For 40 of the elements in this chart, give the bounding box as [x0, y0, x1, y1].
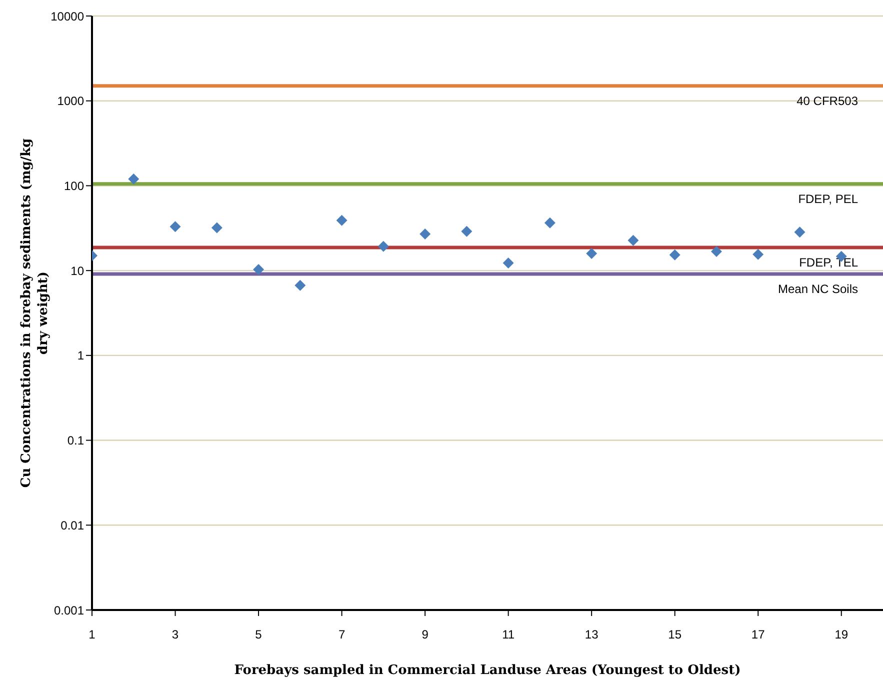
point: [628, 234, 639, 246]
x-tick-label: 19: [834, 628, 848, 642]
x-tick-label: 5: [255, 628, 262, 642]
x-tick-label: 13: [584, 628, 599, 642]
point: [128, 173, 140, 184]
point: [170, 221, 181, 232]
x-tick-label: 1: [88, 628, 96, 642]
x-tick-label: 9: [422, 628, 429, 642]
ref-line-label: FDEP, PEL: [798, 192, 858, 206]
point: [752, 248, 764, 260]
point: [586, 248, 598, 259]
point: [669, 249, 680, 260]
x-tick-label: 3: [172, 628, 179, 642]
y-tick-label: 1000: [57, 94, 84, 108]
x-axis-title: Forebays sampled in Commercial Landuse Areas (Youngest to Oldest): [234, 663, 741, 678]
point: [502, 257, 514, 268]
y-axis-title: Cu Concentrations in forebay sediments (mg/kg dry weight): [19, 138, 51, 488]
point: [294, 280, 306, 291]
y-tick-label: 0.1: [67, 434, 84, 448]
point: [253, 264, 264, 275]
point: [794, 226, 806, 238]
point: [378, 240, 389, 252]
y-tick-label: 0.01: [60, 518, 84, 532]
ref-line-label: 40 CFR503: [796, 94, 858, 108]
point: [710, 246, 722, 257]
y-tick-label: 10000: [50, 9, 84, 24]
point: [336, 214, 348, 226]
y-tick-label: 1: [77, 348, 84, 363]
ref-line-label: Mean NC Soils: [778, 282, 858, 296]
point: [544, 217, 556, 228]
y-tick-label: 100: [64, 178, 84, 193]
x-tick-label: 15: [668, 628, 682, 642]
y-tick-label: 10: [70, 264, 84, 278]
point: [211, 222, 222, 234]
y-tick-label: 0.001: [54, 603, 84, 618]
x-tick-label: 11: [502, 628, 515, 642]
x-tick-label: 7: [338, 628, 346, 642]
point: [420, 228, 431, 240]
x-tick-label: 17: [751, 628, 766, 642]
point: [461, 226, 472, 237]
